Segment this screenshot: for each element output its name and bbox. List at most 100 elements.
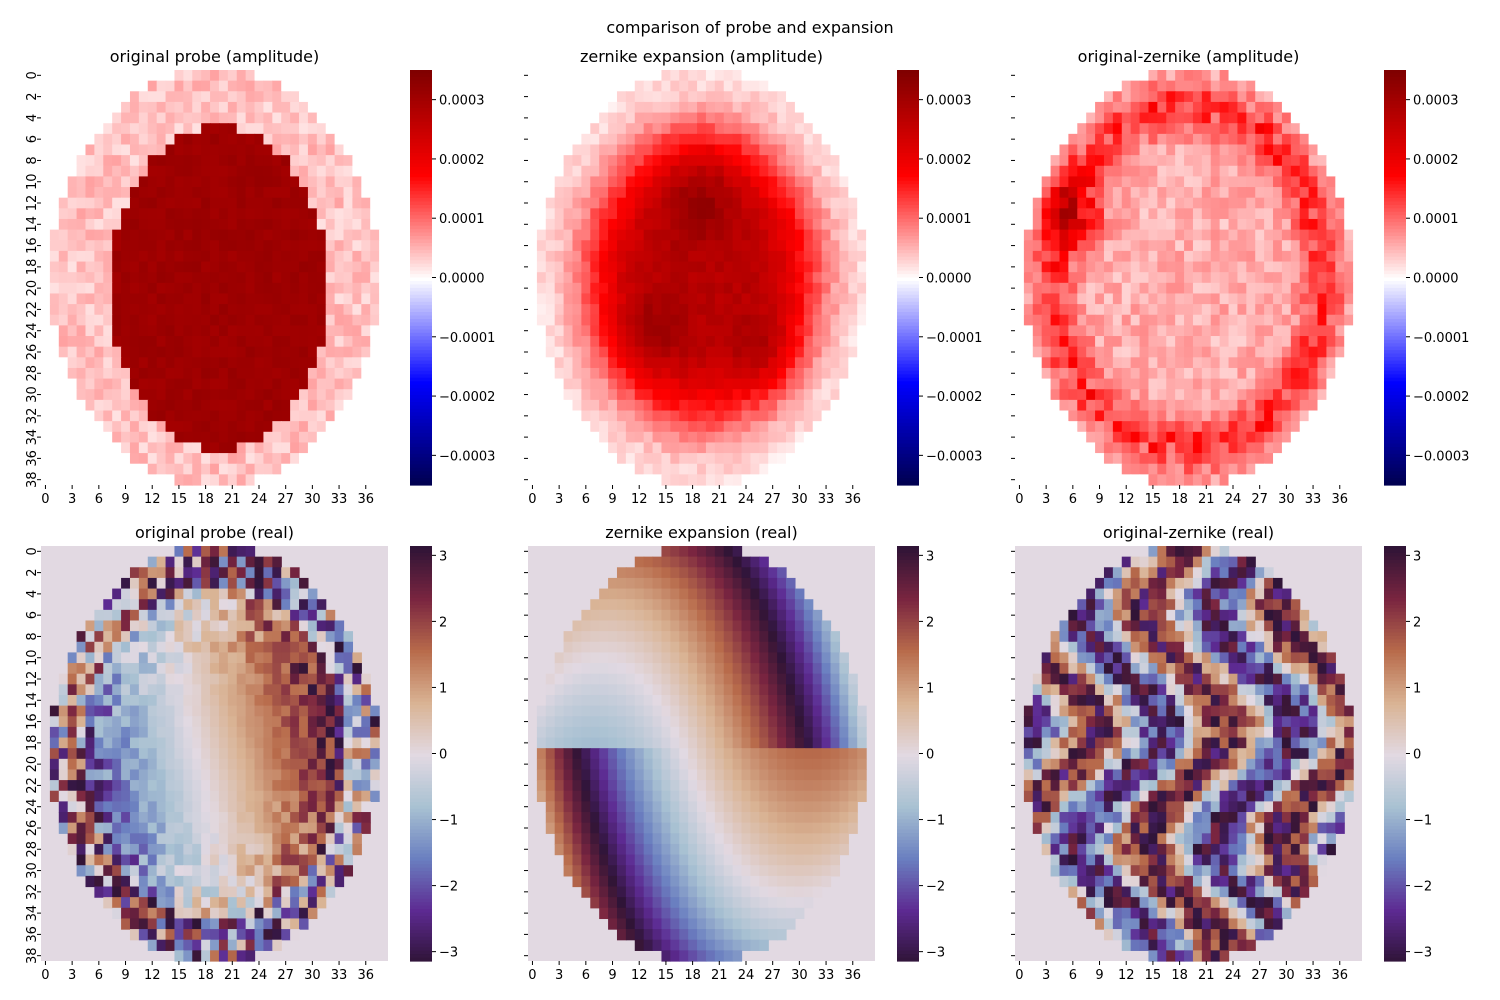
heatmap-cell — [554, 442, 565, 454]
heatmap-cell — [1219, 325, 1230, 337]
heatmap-cell — [76, 197, 87, 209]
heatmap-cell — [768, 144, 778, 156]
heatmap-cell — [1335, 165, 1345, 178]
heatmap-cell — [1121, 389, 1132, 401]
heatmap-cell — [697, 463, 707, 475]
heatmap-cell — [281, 229, 291, 241]
heatmap-cell — [263, 474, 273, 486]
heatmap-cell — [705, 421, 716, 433]
heatmap-cell — [1103, 240, 1114, 252]
heatmap-cell — [183, 133, 193, 146]
heatmap-cell — [830, 218, 841, 231]
heatmap-cell — [741, 474, 752, 486]
heatmap-cell — [138, 389, 149, 401]
heatmap-cell — [1139, 474, 1150, 486]
heatmap-cell — [147, 91, 158, 103]
heatmap-cell — [794, 91, 805, 103]
heatmap-cell — [616, 250, 627, 263]
heatmap-cell — [281, 218, 291, 231]
heatmap-cell — [343, 197, 354, 209]
heatmap-cell — [352, 431, 362, 444]
heatmap-cell — [1139, 80, 1150, 92]
heatmap-cell — [1148, 325, 1158, 337]
heatmap-cell — [545, 293, 556, 305]
heatmap-cell — [803, 399, 814, 412]
heatmap-cell — [688, 165, 698, 178]
heatmap-cell — [254, 218, 265, 231]
heatmap-cell — [334, 176, 345, 188]
heatmap-cell — [1103, 399, 1114, 412]
heatmap-cell — [165, 474, 176, 486]
x-tick-label: 33 — [331, 492, 348, 507]
heatmap-cell — [608, 187, 618, 199]
heatmap-cell — [263, 282, 273, 295]
heatmap-cell — [679, 325, 689, 337]
heatmap-cell — [165, 165, 176, 178]
heatmap-cell — [183, 421, 193, 433]
heatmap-cell — [1317, 187, 1328, 199]
heatmap-cell — [1050, 314, 1061, 326]
heatmap-cell — [210, 282, 220, 295]
heatmap-cell — [608, 421, 618, 433]
colorbar-segment — [410, 173, 432, 178]
heatmap-cell — [236, 431, 247, 444]
heatmap-cell — [112, 144, 122, 156]
heatmap-cell — [1184, 421, 1194, 433]
heatmap-cell — [857, 442, 867, 454]
heatmap-cell — [379, 463, 389, 475]
heatmap-cell — [732, 410, 743, 422]
heatmap-cell — [201, 346, 211, 358]
heatmap-cell — [58, 378, 69, 390]
x-tick-label: 24 — [738, 492, 755, 507]
heatmap-cell — [1068, 304, 1078, 316]
heatmap-cell — [138, 133, 149, 146]
heatmap-cell — [210, 453, 220, 465]
heatmap-cell — [1308, 431, 1319, 444]
heatmap-cell — [625, 133, 636, 146]
heatmap-cell — [1032, 133, 1043, 146]
heatmap-cell — [679, 218, 689, 231]
heatmap-cell — [1192, 197, 1203, 209]
heatmap-cell — [263, 123, 273, 135]
heatmap-cell — [1273, 325, 1283, 337]
heatmap-cell — [370, 474, 380, 486]
heatmap-cell — [316, 282, 327, 295]
heatmap-cell — [263, 421, 273, 433]
heatmap-cell — [112, 389, 122, 401]
heatmap-cell — [634, 250, 645, 263]
heatmap-cell — [49, 80, 60, 92]
heatmap-cell — [625, 474, 636, 486]
heatmap-cell — [1023, 357, 1034, 369]
heatmap-cell — [723, 421, 734, 433]
heatmap-cell — [545, 431, 556, 444]
heatmap-cell — [714, 112, 725, 124]
colorbar-segment — [897, 457, 919, 462]
heatmap-cell — [768, 421, 778, 433]
heatmap-cell — [1121, 80, 1132, 92]
heatmap-cell — [227, 176, 238, 188]
heatmap-cell — [839, 176, 849, 188]
heatmap-cell — [608, 378, 618, 390]
heatmap-cell — [263, 240, 273, 252]
heatmap-cell — [616, 176, 627, 188]
heatmap-cell — [714, 165, 725, 178]
heatmap-cell — [803, 91, 814, 103]
heatmap-cell — [263, 165, 273, 178]
x-tick-label: 30 — [1278, 492, 1295, 507]
colorbar-segment — [897, 104, 919, 109]
heatmap-cell — [777, 229, 787, 241]
heatmap-cell — [129, 240, 140, 252]
heatmap-cell — [1246, 91, 1256, 103]
heatmap-cell — [741, 250, 752, 263]
heatmap-cell — [857, 91, 867, 103]
heatmap-cell — [1103, 261, 1114, 273]
heatmap-cell — [1130, 463, 1141, 475]
heatmap-cell — [41, 208, 51, 220]
heatmap-cell — [325, 357, 336, 369]
heatmap-cell — [536, 144, 547, 156]
heatmap-cell — [794, 144, 805, 156]
heatmap-cell — [325, 293, 336, 305]
heatmap-cell — [192, 112, 202, 124]
heatmap-cell — [254, 144, 265, 156]
heatmap-cell — [697, 431, 707, 444]
